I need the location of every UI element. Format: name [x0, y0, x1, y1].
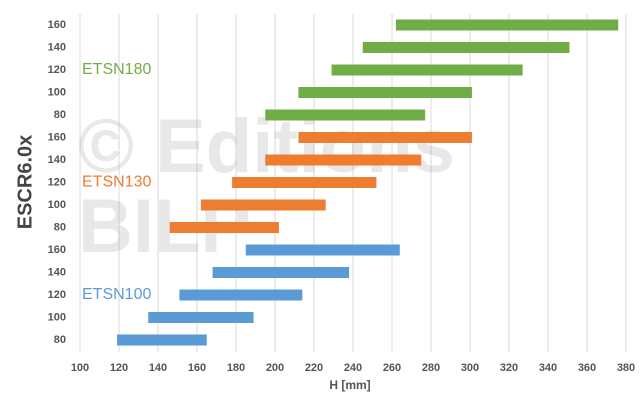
bar: [298, 132, 472, 143]
y-tick-label: 140: [48, 154, 66, 166]
x-tick-label: 260: [383, 362, 401, 374]
x-tick-label: 360: [578, 362, 596, 374]
y-tick-label: 120: [48, 176, 66, 188]
x-tick-label: 200: [266, 362, 284, 374]
bar: [117, 334, 207, 346]
x-tick-label: 220: [305, 362, 323, 374]
x-tick-label: 140: [149, 362, 167, 374]
bar: [212, 267, 350, 278]
x-tick-label: 340: [539, 362, 557, 374]
bar: [362, 42, 570, 53]
y-tick-label: 160: [48, 19, 66, 31]
y-tick-label: 80: [54, 221, 66, 233]
bar: [331, 64, 523, 76]
y-tick-label: 140: [48, 41, 66, 53]
x-tick-label: 320: [500, 362, 518, 374]
bar: [169, 222, 279, 233]
x-axis-label: H [mm]: [329, 378, 370, 392]
series-label: ETSN130: [82, 174, 151, 191]
y-tick-label: 120: [48, 64, 66, 76]
bar: [395, 19, 619, 31]
x-tick-label: 100: [71, 362, 89, 374]
y-tick-label: 140: [48, 266, 66, 278]
bar: [265, 154, 422, 166]
bar: [245, 244, 400, 256]
bar: [265, 109, 426, 121]
y-tick-label: 160: [48, 131, 66, 143]
x-tick-label: 240: [344, 362, 362, 374]
x-tick-label: 180: [227, 362, 245, 374]
x-tick-label: 280: [422, 362, 440, 374]
x-tick-label: 120: [110, 362, 128, 374]
x-tick-label: 160: [188, 362, 206, 374]
y-tick-label: 80: [54, 109, 66, 121]
y-tick-label: 100: [48, 311, 66, 323]
y-tick-label: 160: [48, 244, 66, 256]
bar: [200, 199, 326, 211]
series-label: ETSN100: [82, 286, 151, 303]
y-axis-label: ESCR6.0x: [14, 135, 36, 230]
bar: [148, 312, 254, 323]
series-label: ETSN180: [82, 61, 151, 78]
bar: [232, 177, 377, 188]
bar: [179, 289, 303, 301]
y-tick-label: 80: [54, 334, 66, 346]
bar: [298, 87, 472, 98]
x-tick-label: 380: [617, 362, 635, 374]
y-tick-label: 120: [48, 289, 66, 301]
y-tick-label: 100: [48, 199, 66, 211]
y-tick-label: 100: [48, 86, 66, 98]
x-tick-label: 300: [461, 362, 479, 374]
